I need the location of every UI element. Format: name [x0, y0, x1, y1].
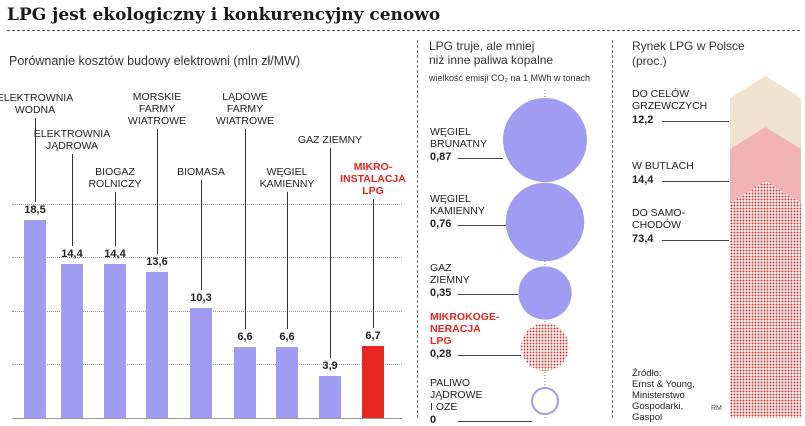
bar-value-label: 6,7 [365, 330, 381, 343]
market-value: 12,2 [632, 114, 654, 126]
bubble [503, 98, 587, 182]
market-chart [730, 76, 801, 418]
emission-label: WĘGIEL KAMIENNY [430, 193, 485, 217]
bubble [531, 387, 559, 415]
category-label: MIKRO- INSTALACJA LPG [340, 161, 406, 197]
emission-value: 0,35 [430, 287, 452, 299]
separator-2 [612, 40, 613, 418]
category-label: ELEKTROWNIA JĄDROWA [33, 128, 111, 152]
bar [190, 307, 212, 418]
bubble [521, 323, 569, 371]
market-value: 73,4 [632, 233, 654, 245]
emission-value: 0 [430, 414, 437, 426]
separator-1 [417, 40, 418, 418]
emission-label: MIKROKOGE- NERACJA LPG [430, 311, 500, 347]
author-initials: RM [711, 405, 722, 412]
emission-label: WĘGIEL BRUNATNY [430, 126, 487, 150]
bar [61, 263, 83, 418]
market-leader [662, 181, 729, 182]
bubble-chart-subtitle: LPG truje, ale mniej niż inne paliwa kop… [429, 39, 554, 67]
market-segment [730, 181, 801, 418]
category-label: BIOGAZ ROLNICZY [88, 166, 142, 190]
category-label: MORSKIE FARMY WIATROWE [127, 91, 187, 127]
label-connector [201, 180, 202, 290]
emission-leader [458, 158, 503, 159]
bar [104, 263, 126, 418]
category-label: BIOMASA [177, 166, 225, 178]
bar-chart-subtitle: Porównanie kosztów budowy elektrowni (ml… [9, 54, 301, 68]
label-connector [245, 129, 246, 330]
label-connector [35, 118, 36, 202]
bar [234, 347, 256, 418]
label-connector [330, 148, 331, 359]
bar-value-label: 14,4 [61, 247, 83, 260]
market-chart-subtitle: Rynek LPG w Polsce (proc.) [632, 39, 745, 68]
bar-value-label: 18,5 [24, 203, 46, 216]
emission-label: PALIWO JĄDROWE I OZE [430, 377, 483, 413]
bar-value-label: 10,3 [190, 291, 212, 304]
market-label: DO SAMO- CHODÓW [632, 207, 686, 231]
category-label: LĄDOWE FARMY WIATROWE [215, 91, 275, 127]
market-label: W BUTLACH [632, 160, 694, 172]
bar-value-label: 14,4 [104, 247, 126, 260]
emission-leader [458, 421, 532, 422]
bar-value-label: 6,6 [237, 331, 253, 344]
bar [146, 272, 168, 418]
market-leader [662, 240, 729, 241]
bar-value-label: 3,9 [322, 360, 338, 373]
category-label: ELEKTROWNIA WODNA [0, 92, 74, 116]
market-segment [730, 127, 801, 204]
emission-leader [458, 355, 522, 356]
label-connector [72, 154, 73, 246]
category-label: GAZ ZIEMNY [297, 134, 363, 146]
emission-value: 0,76 [430, 218, 452, 230]
market-segment [730, 76, 801, 150]
bar [24, 219, 46, 418]
emission-leader [458, 225, 506, 226]
emission-value: 0,87 [430, 151, 452, 163]
emission-leader [458, 294, 519, 295]
label-connector [287, 192, 288, 330]
x-axis [12, 418, 402, 419]
bar-value-label: 13,6 [146, 256, 168, 269]
gridline [12, 257, 402, 259]
bubble-chart-note: wielkość emisji CO₂ na 1 MWh w tonach [429, 73, 591, 83]
label-connector [157, 129, 158, 255]
bar [276, 347, 298, 418]
emission-value: 0,28 [430, 348, 452, 360]
title-rule [7, 30, 800, 31]
bar [319, 376, 341, 418]
emission-label: GAZ ZIEMNY [430, 262, 470, 286]
market-value: 14,4 [632, 174, 654, 186]
bar [362, 346, 384, 418]
market-label: DO CELÓW GRZEWCZYCH [632, 88, 708, 112]
bubble-chart [503, 90, 587, 420]
bubble [518, 266, 572, 320]
market-leader [662, 121, 729, 122]
category-label: WĘGIEL KAMIENNY [259, 166, 315, 190]
page-title: LPG jest ekologiczny i konkurencyjny cen… [7, 5, 441, 25]
bar-value-label: 6,6 [279, 331, 295, 344]
label-connector [115, 192, 116, 246]
gridline [12, 203, 402, 205]
bubble [505, 182, 585, 262]
source-note: Źródło: Ernst & Young, Ministerstwo Gosp… [632, 368, 695, 423]
label-connector [373, 199, 374, 329]
